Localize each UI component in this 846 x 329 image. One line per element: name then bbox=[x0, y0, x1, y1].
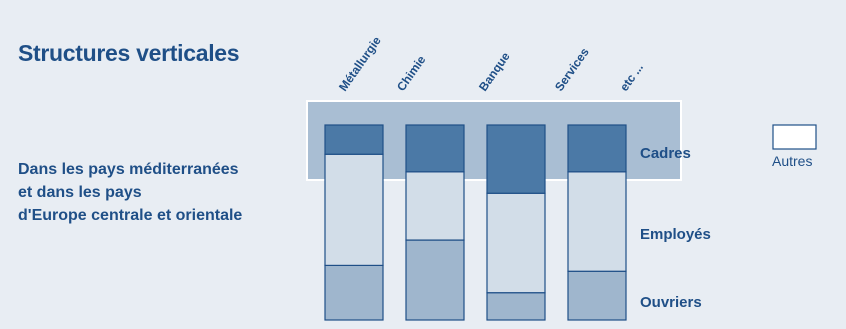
subtitle-line-2: et dans les pays bbox=[18, 184, 142, 201]
bar-segment-ouvriers-1 bbox=[324, 264, 384, 321]
bar-segment-cadres-2 bbox=[405, 124, 465, 173]
bar-segment-cadres-3 bbox=[486, 124, 546, 194]
diagram-title: Structures verticales bbox=[18, 40, 240, 66]
category-label-5: etc ... bbox=[617, 61, 646, 94]
legend-swatch bbox=[772, 124, 817, 150]
subtitle-line-1: Dans les pays méditerranées bbox=[18, 161, 239, 178]
row-label-ouvriers: Ouvriers bbox=[640, 294, 702, 311]
bar-segment-employes-3 bbox=[486, 192, 546, 294]
category-label-3: Banque bbox=[476, 49, 513, 93]
legend-label: Autres bbox=[772, 153, 813, 169]
diagram-subtitle: Dans les pays méditerranées et dans les … bbox=[18, 158, 242, 227]
bar-segment-ouvriers-3 bbox=[486, 292, 546, 321]
subtitle-line-3: d'Europe centrale et orientale bbox=[18, 207, 243, 224]
bar-segment-ouvriers-4 bbox=[567, 270, 627, 321]
row-label-cadres: Cadres bbox=[640, 145, 691, 162]
bar-group bbox=[324, 124, 627, 321]
bar-segment-ouvriers-2 bbox=[405, 239, 465, 321]
bar-segment-employes-1 bbox=[324, 153, 384, 267]
category-label-1: Métallurgie bbox=[336, 34, 384, 94]
bar-segment-employes-2 bbox=[405, 171, 465, 241]
category-labels: Métallurgie Chimie Banque Services etc ... bbox=[336, 34, 646, 94]
row-label-employes: Employés bbox=[640, 226, 711, 243]
category-label-2: Chimie bbox=[394, 53, 429, 94]
bar-segment-cadres-1 bbox=[324, 124, 384, 155]
bar-segment-employes-4 bbox=[567, 171, 627, 272]
bar-segment-cadres-4 bbox=[567, 124, 627, 173]
category-label-4: Services bbox=[552, 45, 592, 94]
